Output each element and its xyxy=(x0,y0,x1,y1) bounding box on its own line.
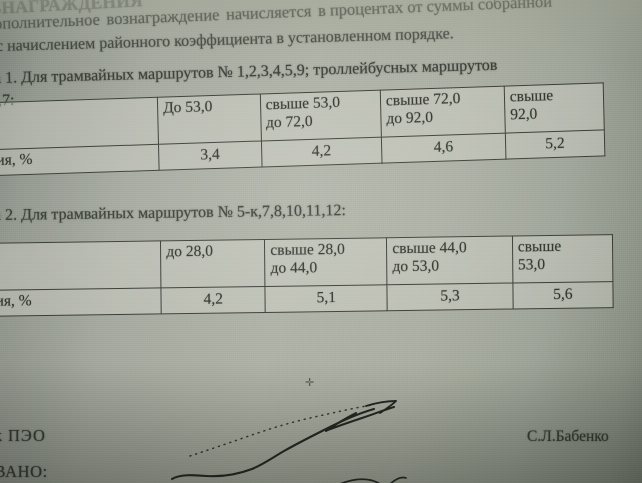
scanned-document-page: ЗНАГРАЖДЕНИЯ ополнительное вознаграждени… xyxy=(0,0,642,483)
focus-blur-overlay xyxy=(0,0,642,483)
